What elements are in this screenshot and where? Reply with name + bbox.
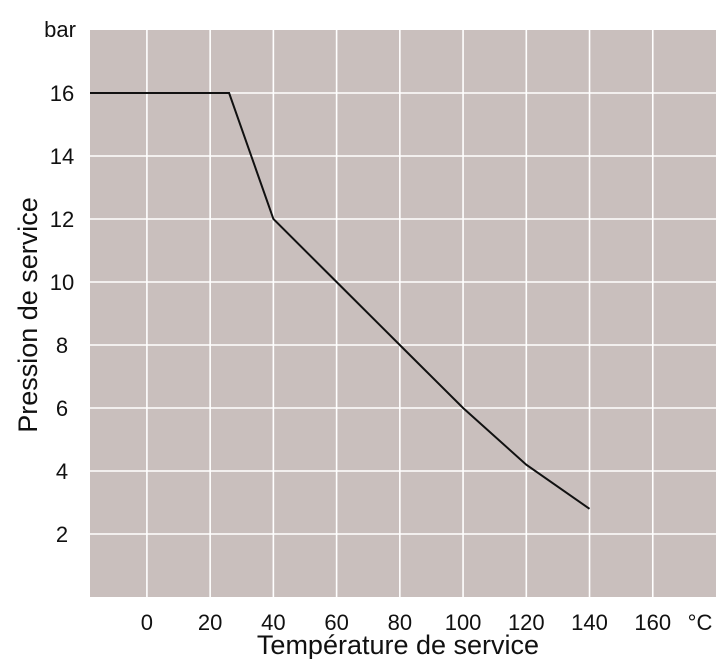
y-tick-label: 8 [56,333,68,358]
y-tick-labels: 2 4 6 8 10 12 14 16 [50,81,74,547]
x-tick-label: 160 [634,610,671,635]
x-tick-label: 0 [141,610,153,635]
y-tick-label: 10 [50,270,74,295]
y-tick-label: 2 [56,522,68,547]
x-tick-label: 140 [571,610,608,635]
y-tick-label: 16 [50,81,74,106]
y-tick-label: 12 [50,207,74,232]
y-axis-title: Pression de service [13,197,43,433]
x-unit-label: °C [688,610,713,635]
y-tick-label: 14 [50,144,74,169]
y-tick-label: 4 [56,459,68,484]
x-tick-label: 20 [198,610,222,635]
plot-area [90,30,716,597]
x-axis-title: Température de service [257,630,539,659]
y-unit-label: bar [44,17,76,42]
y-tick-label: 6 [56,396,68,421]
